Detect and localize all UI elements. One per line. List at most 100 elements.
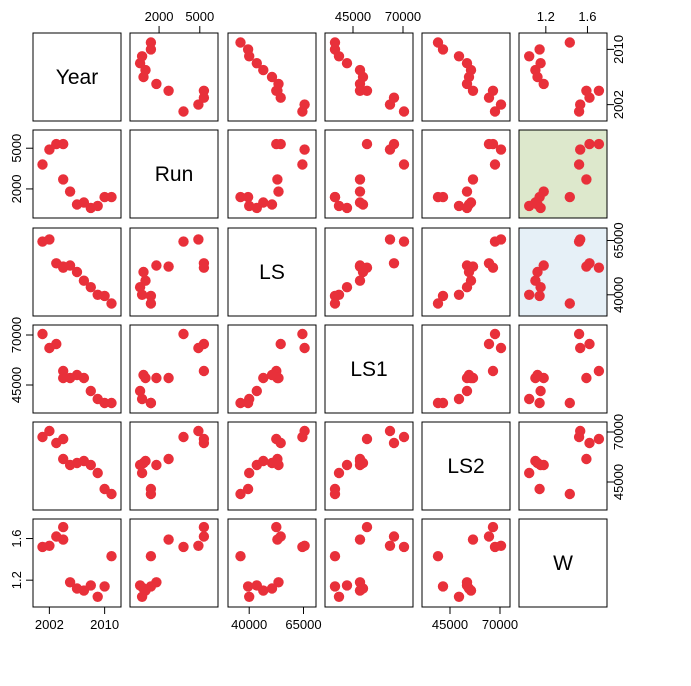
data-point <box>465 372 477 384</box>
panel-run-vs-w <box>129 518 219 608</box>
panel-w-vs-w: W <box>518 518 608 608</box>
data-point <box>273 577 284 588</box>
data-point <box>273 186 284 197</box>
data-point <box>266 71 278 83</box>
data-point <box>341 202 353 214</box>
data-point <box>163 453 174 465</box>
data-point <box>388 138 400 150</box>
data-point <box>564 488 575 500</box>
data-point <box>354 186 366 197</box>
data-point <box>235 397 246 409</box>
data-point <box>530 372 541 384</box>
data-point <box>535 459 546 471</box>
data-point <box>398 106 410 117</box>
data-point <box>534 397 545 409</box>
panel-frame <box>421 518 511 608</box>
data-point <box>437 581 449 592</box>
data-point <box>581 372 592 384</box>
data-point <box>136 591 148 602</box>
data-point <box>467 534 479 545</box>
data-point <box>37 431 48 443</box>
data-point <box>92 467 103 479</box>
data-point <box>163 372 174 384</box>
data-point <box>593 85 605 97</box>
data-point <box>354 197 366 208</box>
panel-ls1-vs-year <box>324 32 414 122</box>
data-point <box>85 459 97 471</box>
panel-ls1-vs-ls <box>324 227 414 317</box>
panel-ls1-vs-ls2 <box>324 421 414 511</box>
data-point <box>564 191 575 203</box>
data-point <box>461 202 473 214</box>
data-point <box>145 551 157 562</box>
data-point <box>388 258 400 269</box>
data-point <box>266 583 278 594</box>
data-point <box>151 78 162 90</box>
data-point <box>453 591 465 602</box>
data-point <box>487 138 499 150</box>
data-point <box>524 393 535 405</box>
panel-year-vs-ls2 <box>32 421 122 511</box>
panel-run-vs-year <box>129 32 219 122</box>
tick-label: 2010 <box>611 35 626 64</box>
panel-run-vs-ls1 <box>129 324 219 414</box>
outer-axes-layer: 2002 2010 40000 65000 45000 70000 2000 5000 4500… <box>9 9 626 632</box>
data-point <box>453 289 465 300</box>
data-point <box>275 338 286 350</box>
data-point <box>487 521 499 533</box>
data-point <box>575 234 586 245</box>
tick-label: 2002 <box>611 90 626 119</box>
data-point <box>535 282 546 293</box>
tick-label: 70000 <box>611 414 626 450</box>
panel-year-vs-run <box>32 129 122 219</box>
panel-year-vs-ls <box>32 227 122 317</box>
data-point <box>432 397 444 409</box>
data-point <box>58 521 69 533</box>
data-point <box>354 64 366 76</box>
panel-frame <box>518 518 608 608</box>
panels-layer: Year Run LS LS1 LS2 W <box>32 32 608 608</box>
diagonal-label-ls2: LS2 <box>447 455 484 478</box>
tick-label: 65000 <box>285 617 321 632</box>
data-point <box>273 78 284 90</box>
panel-ls-vs-ls: LS <box>227 227 317 317</box>
data-point <box>354 534 366 545</box>
panel-frame <box>32 32 122 122</box>
panel-frame <box>227 227 317 317</box>
left-axis-run: 2000 5000 <box>9 134 34 203</box>
data-point <box>534 290 545 302</box>
data-point <box>145 581 157 592</box>
top-axis-run: 2000 5000 <box>145 9 214 34</box>
tick-label: 1.6 <box>9 529 24 547</box>
data-point <box>242 581 254 592</box>
data-point <box>136 51 148 62</box>
data-point <box>242 191 254 203</box>
data-point <box>398 236 410 247</box>
tick-label: 5000 <box>185 9 214 24</box>
tick-label: 2000 <box>9 174 24 203</box>
data-point <box>341 58 353 69</box>
data-point <box>299 342 310 354</box>
data-point <box>384 540 396 551</box>
data-point <box>495 144 507 155</box>
data-point <box>489 159 501 170</box>
data-point <box>198 365 210 377</box>
data-point <box>58 433 69 445</box>
data-point <box>489 328 501 340</box>
panel-frame <box>129 129 219 219</box>
data-point <box>398 159 410 170</box>
data-point <box>483 531 495 542</box>
data-point <box>145 37 157 48</box>
data-point <box>244 467 255 479</box>
data-point <box>106 551 117 562</box>
data-point <box>244 200 255 212</box>
panel-ls-vs-run <box>227 129 317 219</box>
panel-w-vs-run <box>518 129 608 219</box>
data-point <box>524 289 535 300</box>
data-point <box>524 200 535 212</box>
right-axis-ls: 40000 65000 <box>606 222 626 313</box>
data-point <box>534 483 545 495</box>
data-point <box>71 266 83 278</box>
data-point <box>593 365 605 377</box>
